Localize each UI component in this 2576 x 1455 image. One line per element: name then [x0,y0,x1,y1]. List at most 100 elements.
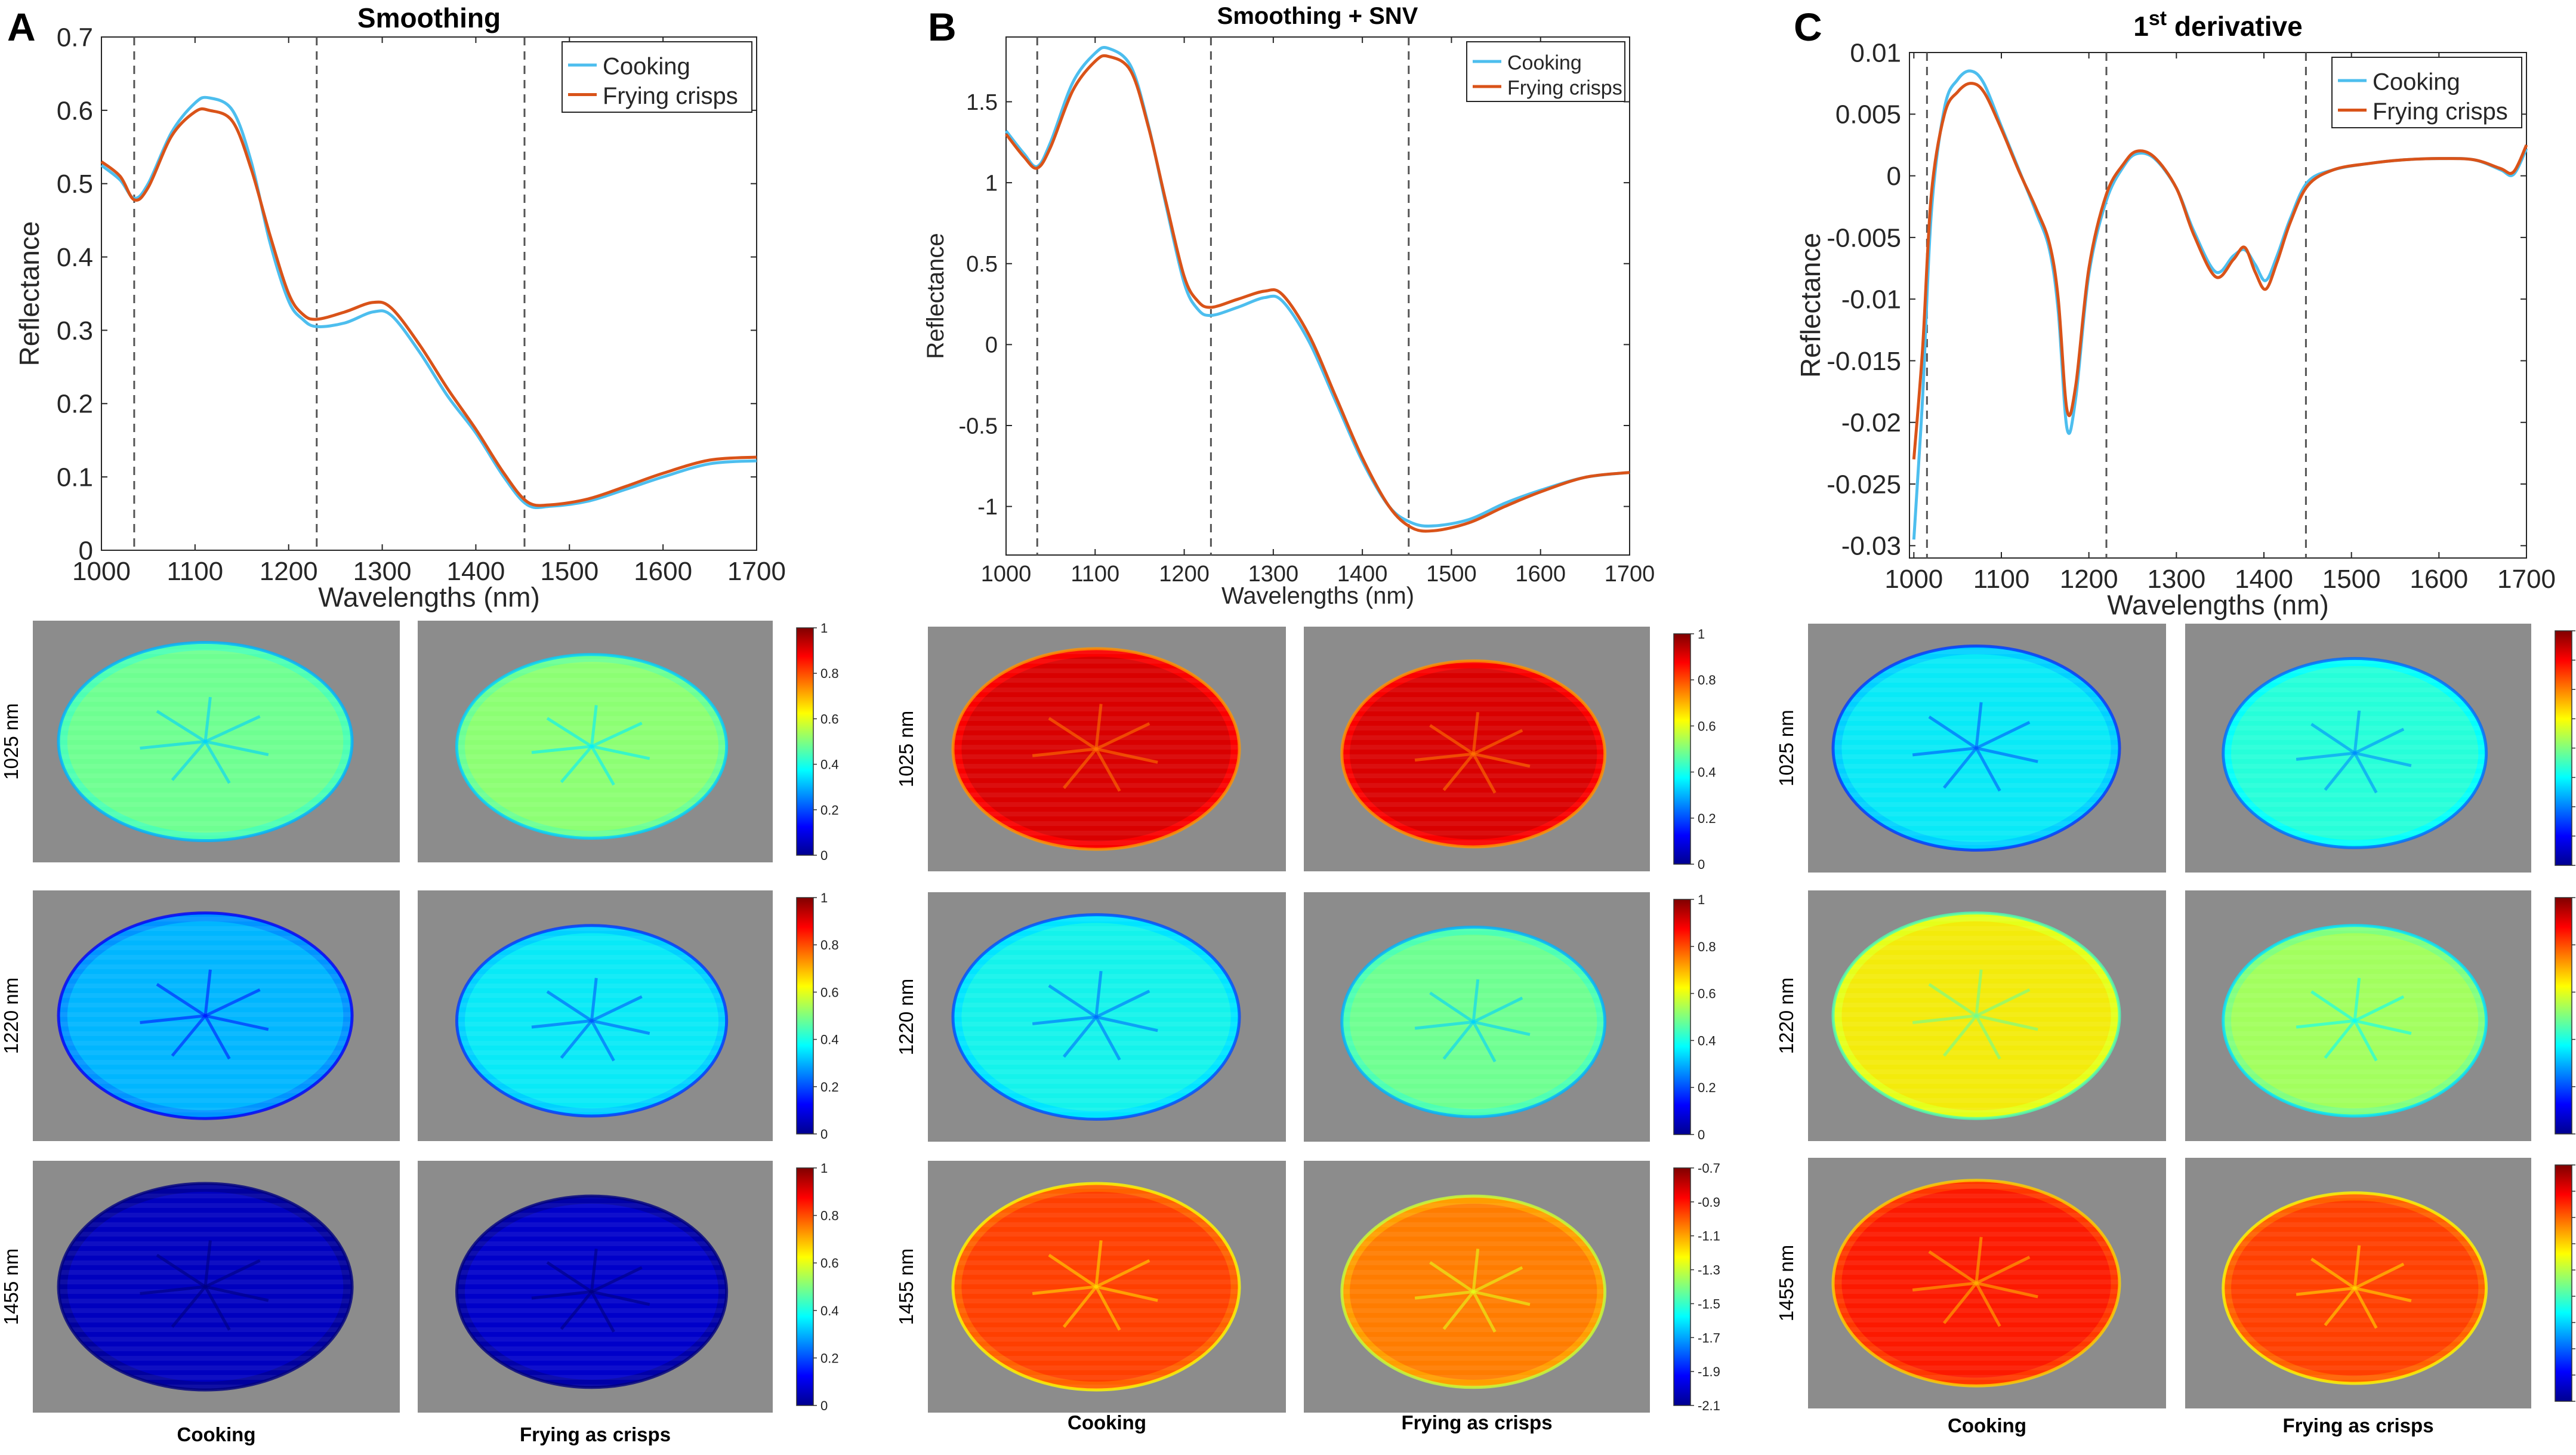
vascular-line [546,717,593,748]
vascular-line [1942,1282,1977,1324]
vascular-line [156,1253,206,1288]
legend-entry: Frying crisps [603,83,738,109]
x-tick-label: 1400 [1337,562,1388,587]
vascular-line [2296,1019,2355,1029]
vascular-line [1472,753,1497,794]
colorbar-tick-label: -1.3 [1698,1263,1720,1278]
vascular-line [2354,728,2405,755]
colorbar-tick-label: 0.6 [1698,719,1716,733]
row-label: 1220 nm [895,979,917,1055]
legend-entry: Cooking [603,53,690,79]
y-tick-label: 1 [985,171,998,196]
colorbar [2555,630,2572,866]
tuber-rim [1831,1179,2121,1388]
tuber-rim [455,924,729,1118]
vascular-line [590,705,598,747]
vascular-line [204,1259,261,1288]
vascular-line [2296,1286,2355,1296]
chart-title: Smoothing [357,2,501,33]
y-tick-label: -0.5 [959,414,998,439]
chart-title: 1st derivative [2133,7,2302,42]
vascular-line [2353,752,2378,794]
legend-entry: Frying crisps [2373,98,2508,125]
chart-smoothing-snv: Smoothing + SNV 1000 1100 1200 1300 1400 1500 1… [923,3,1655,609]
vascular-line [1429,1261,1474,1293]
vascular-line [1094,704,1103,750]
vascular-line [203,1286,231,1331]
vascular-line [1032,1285,1097,1296]
x-tick-label: 1700 [2497,565,2556,594]
colorbar-tick-label: 0.2 [1698,1080,1716,1095]
colorbar-tick-label: 0.6 [820,1256,839,1271]
y-tick-label: 0.5 [57,169,93,199]
series-line-cooking [100,95,757,510]
colorbar-tick-label: -1.7 [1698,1330,1720,1345]
colorbar-tick-label: 0.8 [1698,939,1716,954]
colorbar-tick-label: 1 [1698,627,1705,642]
series-line-frying [1912,82,2528,460]
vascular-line [590,1020,615,1062]
tuber-rim [951,647,1241,851]
x-tick-label: 1500 [2322,565,2381,594]
tuber-rim [1340,1194,1607,1389]
vascular-line [140,740,206,750]
x-axis-label: Wavelengths (nm) [318,582,540,613]
y-tick-label: -0.015 [1827,347,1901,376]
vascular-line [2310,723,2356,754]
plot-area [101,36,757,551]
vascular-line [560,1019,593,1059]
x-tick-label: 1300 [1248,562,1299,587]
row-label: 1025 nm [1775,710,1797,786]
vascular-line [2354,995,2405,1022]
vascular-line [546,1261,593,1293]
vascular-line [1471,712,1480,754]
colorbar [1673,899,1691,1135]
colorbar-tick-label: 0 [820,1127,828,1142]
y-tick-label: 0.4 [57,243,93,272]
y-axis-label: Reflectance [1795,233,1826,378]
vascular-line [1095,722,1150,751]
x-tick-label: 1100 [1070,562,1119,587]
vascular-line [1414,1020,1474,1030]
colorbar-tick-label: 0.4 [1698,1033,1716,1048]
y-tick-label: 0 [1887,162,1901,191]
vascular-line [1975,969,1983,1016]
colorbar-tick-label: -1.1 [1698,1229,1720,1244]
vascular-line [203,1240,212,1287]
legend [562,41,752,113]
y-tick-label: 0 [79,536,93,565]
vascular-line [2353,1020,2378,1062]
vascular-line [1912,1281,1977,1291]
x-axis-label: Wavelengths (nm) [2107,590,2329,621]
vascular-line [1094,970,1103,1018]
vascular-line [2354,1262,2405,1290]
legend-entry: Cooking [1507,51,1582,74]
vascular-line [1942,747,1977,789]
tuber-rim [57,911,354,1120]
plot-area [1005,36,1630,556]
colorbar-tick-label: 0 [820,848,828,863]
vascular-line [1094,1240,1103,1287]
vascular-line [1429,991,1474,1024]
vascular-line [140,1014,206,1024]
vascular-line [1442,1021,1475,1060]
vascular-line [1429,724,1474,756]
vascular-line [1062,748,1097,790]
legend [2331,57,2522,128]
vascular-line [1442,1290,1475,1330]
vascular-line [1473,1020,1531,1036]
colorbar-tick-label: 0.6 [1698,987,1716,1001]
y-tick-label: 0.1 [57,463,93,492]
vascular-line [171,1286,206,1328]
x-tick-label: 1500 [1426,562,1477,587]
colorbar-tick-label: -1.9 [1698,1364,1720,1379]
vascular-line [2353,710,2361,754]
row-label: 1220 nm [1775,978,1797,1054]
colorbar-tick-label: 0.2 [820,1080,839,1095]
vascular-line [1473,1266,1523,1293]
vascular-line [1414,752,1474,762]
tuber-rim [2222,1191,2488,1385]
vascular-line [1094,1286,1121,1331]
colorbar [2555,897,2572,1135]
vascular-line [1471,1291,1497,1333]
